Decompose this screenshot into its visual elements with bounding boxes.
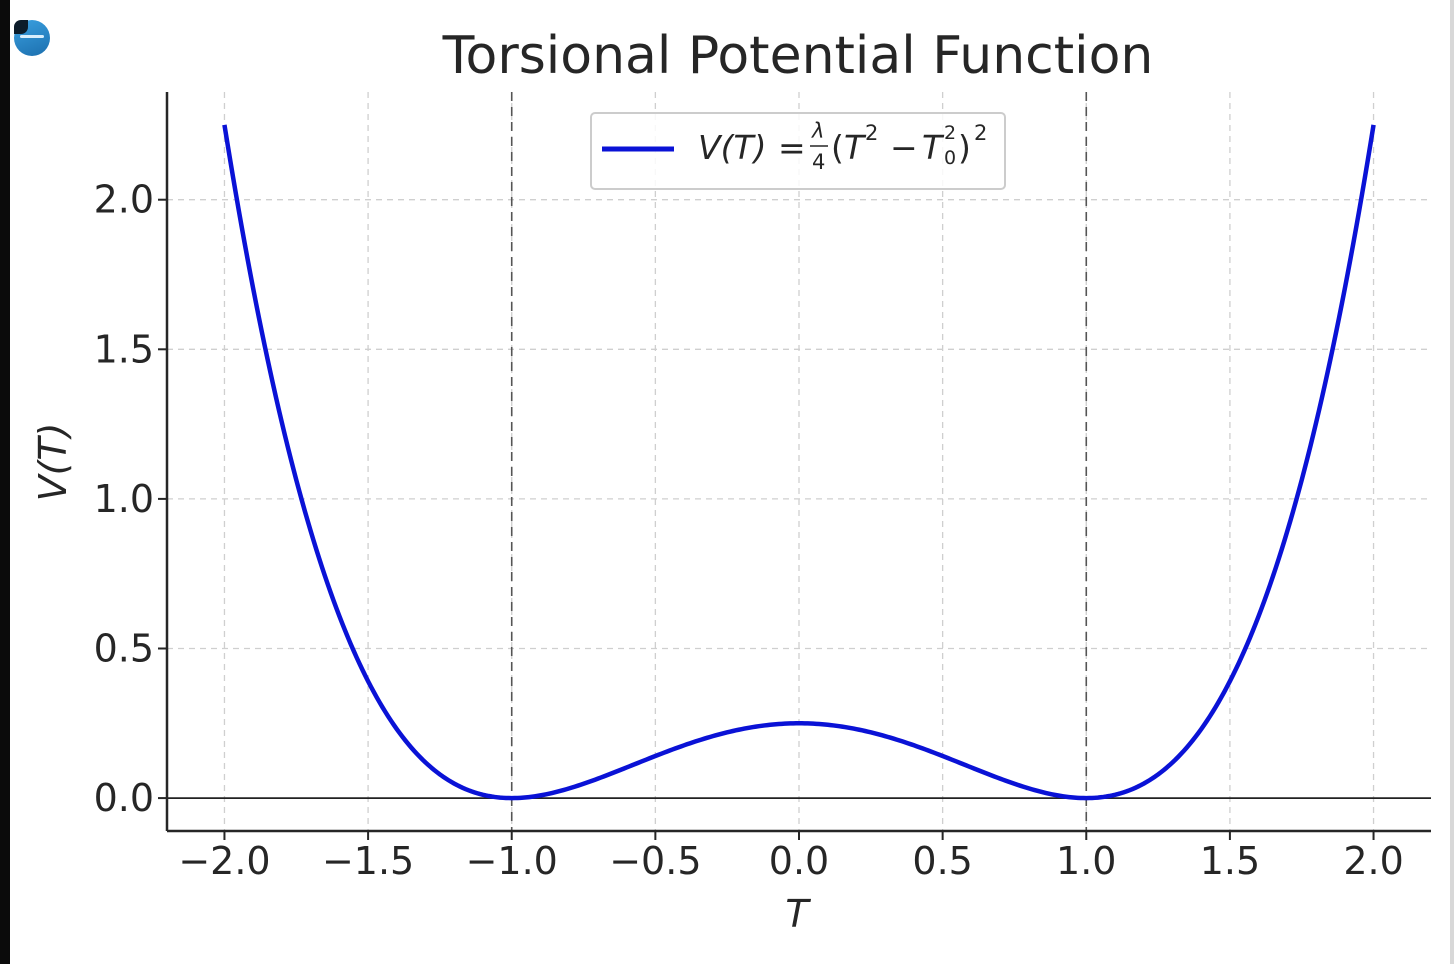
- svg-text:λ: λ: [811, 119, 824, 143]
- x-tick-label: −0.5: [609, 839, 701, 883]
- svg-text:2: 2: [974, 121, 987, 145]
- svg-text:T: T: [844, 128, 867, 167]
- legend: V(T) = λ 4 ( T 2 − T 2 0 ) 2: [590, 112, 1006, 190]
- svg-text:(: (: [831, 128, 844, 167]
- legend-entry-formula: V(T) = λ 4 ( T 2 − T 2 0 ) 2: [698, 119, 987, 174]
- svg-text:0: 0: [944, 147, 956, 169]
- y-tick-label: 0.0: [94, 776, 154, 820]
- y-axis-label: V(T): [31, 423, 75, 502]
- x-tick-label: 1.5: [1200, 839, 1260, 883]
- x-tick-label: 2.0: [1343, 839, 1403, 883]
- x-tick-label: −1.5: [322, 839, 414, 883]
- reference-lines: [167, 92, 1431, 831]
- x-axis-label: T: [785, 892, 811, 936]
- svg-text:2: 2: [944, 122, 956, 144]
- axes: [158, 92, 1431, 840]
- tick-labels: −2.0 −1.5 −1.0 −0.5 0.0 0.5 1.0 1.5 2.0 0.0 0.5 1.0…: [94, 178, 1404, 883]
- window-edge-right: [1450, 0, 1454, 964]
- svg-text:4: 4: [812, 150, 825, 174]
- series-layer: [222, 124, 1376, 801]
- window-edge-left: [0, 0, 10, 964]
- legend-box: [590, 112, 1006, 190]
- x-tick-label: −2.0: [178, 839, 270, 883]
- svg-text:T: T: [922, 128, 945, 167]
- grid-lines: [167, 92, 1431, 831]
- svg-text:2: 2: [865, 121, 878, 145]
- svg-text:−: −: [890, 128, 918, 167]
- x-tick-label: 0.5: [912, 839, 972, 883]
- y-tick-label: 1.5: [94, 327, 154, 371]
- y-tick-label: 2.0: [94, 178, 154, 222]
- svg-text:V(T): V(T): [698, 128, 766, 167]
- app-logo-corner: [14, 20, 28, 34]
- y-tick-label: 1.0: [94, 477, 154, 521]
- x-tick-label: 1.0: [1056, 839, 1116, 883]
- chart-title: Torsional Potential Function: [442, 26, 1154, 86]
- series-line: [222, 124, 1376, 801]
- y-tick-label: 0.5: [94, 626, 154, 670]
- x-tick-label: 0.0: [769, 839, 829, 883]
- x-tick-label: −1.0: [466, 839, 558, 883]
- svg-text:): ): [958, 128, 971, 167]
- svg-text:=: =: [778, 128, 806, 167]
